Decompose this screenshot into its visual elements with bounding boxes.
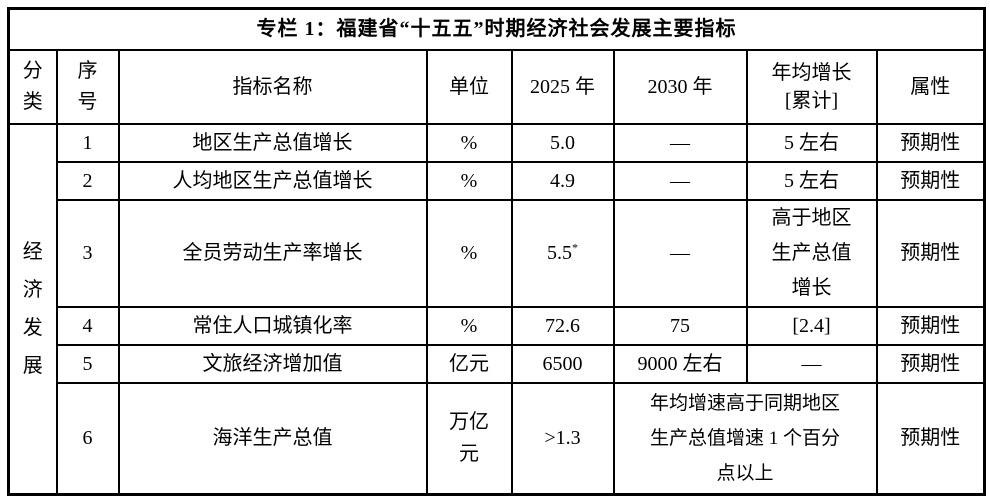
row-4-2025: 72.6 [510,305,615,346]
row-3-index: 3 [55,198,120,308]
row-1-name: 地区生产总值增长 [117,122,428,163]
row-4-attribute: 预期性 [875,305,986,346]
header-2030: 2030 年 [612,48,748,125]
row-6-note: 年均增速高于同期地区生产总值增速 1 个百分点以上 [612,381,878,496]
row-4-unit: % [425,305,513,346]
header-growth-line1: 年均增长 [771,61,852,84]
row-2-name: 人均地区生产总值增长 [117,160,428,201]
header-index: 序号 [55,48,120,125]
row-3-growth-text: 高于地区生产总值增长 [771,206,852,299]
row-6-attribute: 预期性 [875,381,986,496]
row-4-name: 常住人口城镇化率 [117,305,428,346]
category-group-cell: 经济发展 [7,122,58,496]
row-3-unit: % [425,198,513,308]
table-title: 专栏 1：福建省“十五五”时期经济社会发展主要指标 [7,7,986,51]
header-category-label: 分类 [22,59,43,113]
row-1-2025: 5.0 [510,122,615,163]
row-6-unit: 万亿元 [425,381,513,496]
table-row: 4 常住人口城镇化率 % 72.6 75 [2.4] 预期性 [9,305,986,346]
row-1-growth: 5 左右 [745,122,878,163]
row-6-2025: >1.3 [510,381,615,496]
row-3-2030: — [612,198,748,308]
row-3-growth: 高于地区生产总值增长 [745,198,878,308]
row-5-name: 文旅经济增加值 [117,343,428,384]
row-3-2025-value: 5.5 [547,242,572,264]
row-5-2025: 6500 [510,343,615,384]
header-indicator-name: 指标名称 [117,48,428,125]
row-1-unit: % [425,122,513,163]
table-row: 6 海洋生产总值 万亿元 >1.3 年均增速高于同期地区生产总值增速 1 个百分… [9,381,986,496]
header-growth: 年均增长 [累计] [745,48,878,125]
row-5-attribute: 预期性 [875,343,986,384]
row-1-2030: — [612,122,748,163]
row-2-2025: 4.9 [510,160,615,201]
header-attribute: 属性 [875,48,986,125]
table-row: 5 文旅经济增加值 亿元 6500 9000 左右 — 预期性 [9,343,986,384]
table-row: 3 全员劳动生产率增长 % 5.5* — 高于地区生产总值增长 预期性 [9,198,986,308]
header-unit: 单位 [425,48,513,125]
row-1-attribute: 预期性 [875,122,986,163]
row-4-growth: [2.4] [745,305,878,346]
table-row: 经济发展 1 地区生产总值增长 % 5.0 — 5 左右 预期性 [7,122,986,496]
table-row: 2 人均地区生产总值增长 % 4.9 — 5 左右 预期性 [9,160,986,201]
header-index-label: 序号 [77,59,98,113]
row-6-index: 6 [55,381,120,496]
footnote-asterisk: * [572,240,578,255]
header-2025: 2025 年 [510,48,615,125]
row-5-index: 5 [55,343,120,384]
header-growth-line2: [累计] [784,89,839,112]
row-4-index: 4 [55,305,120,346]
row-5-2030: 9000 左右 [612,343,748,384]
row-6-name: 海洋生产总值 [117,381,428,496]
row-6-unit-text: 万亿元 [449,411,489,466]
header-category: 分类 [7,48,58,125]
category-group-label: 经济发展 [22,240,43,377]
indicator-table: 专栏 1：福建省“十五五”时期经济社会发展主要指标 分类 序号 指标名称 单位 … [7,7,986,496]
row-5-unit: 亿元 [425,343,513,384]
row-4-2030: 75 [612,305,748,346]
row-5-growth: — [745,343,878,384]
row-1-index: 1 [55,122,120,163]
row-6-note-text: 年均增速高于同期地区生产总值增速 1 个百分点以上 [649,392,840,484]
row-3-2025: 5.5* [510,198,615,308]
row-2-2030: — [612,160,748,201]
row-2-attribute: 预期性 [875,160,986,201]
row-3-name: 全员劳动生产率增长 [117,198,428,308]
row-2-unit: % [425,160,513,201]
row-2-growth: 5 左右 [745,160,878,201]
row-3-attribute: 预期性 [875,198,986,308]
row-2-index: 2 [55,160,120,201]
